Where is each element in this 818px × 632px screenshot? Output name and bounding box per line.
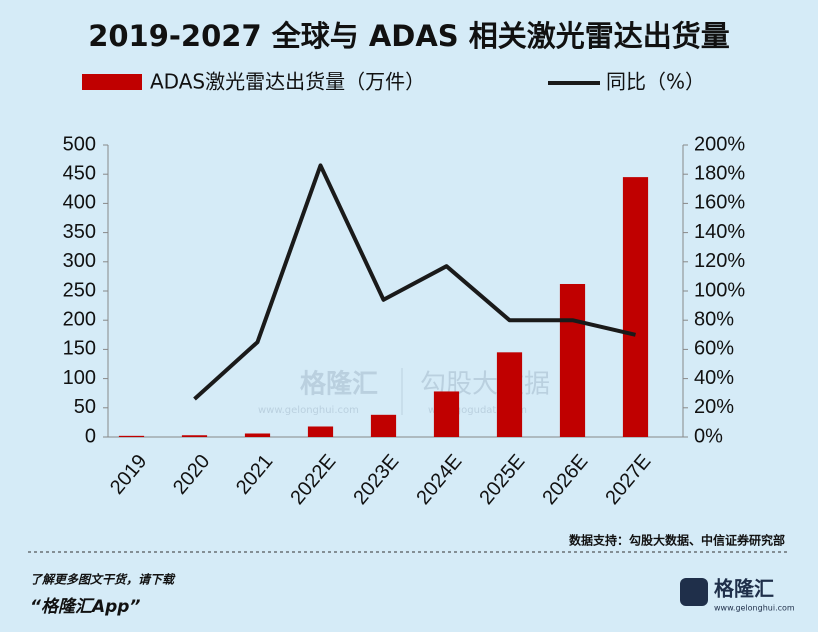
- bar: [559, 283, 586, 437]
- watermark: 格隆汇 www.gelonghui.com 勾股大数据 www.gogudata…: [258, 368, 550, 416]
- y2-tick-label: 200%: [694, 133, 745, 155]
- watermark-text: www.gogudata.com: [428, 405, 527, 416]
- line: [193, 163, 636, 401]
- legend-label: 同比（%）: [606, 70, 705, 94]
- y-tick-label: 100: [63, 367, 96, 389]
- chart-title: 2019-2027 全球与 ADAS 相关激光雷达出货量: [88, 19, 730, 53]
- bar: [181, 435, 208, 437]
- y2-tick-label: 0%: [694, 425, 723, 447]
- y2-tick-label: 120%: [694, 250, 745, 272]
- legend-swatch: [82, 74, 142, 90]
- bar: [307, 426, 334, 437]
- footer-app: “格隆汇App”: [30, 597, 140, 617]
- y-tick-label: 50: [74, 396, 96, 418]
- footer-text: 了解更多图文干货，请下载: [30, 573, 176, 587]
- watermark-text: www.gelonghui.com: [258, 405, 359, 416]
- y-tick-label: 350: [63, 221, 96, 243]
- y-tick-label: 250: [63, 279, 96, 301]
- y2-tick-label: 140%: [694, 221, 745, 243]
- bar: [622, 177, 649, 437]
- logo-text: 格隆汇: [714, 577, 774, 601]
- bar: [433, 391, 460, 437]
- bar: [244, 433, 271, 437]
- logo-icon: [680, 578, 708, 606]
- y2-tick-label: 40%: [694, 367, 734, 389]
- y-tick-label: 0: [85, 425, 96, 447]
- y2-tick-label: 80%: [694, 308, 734, 330]
- bar: [496, 352, 523, 437]
- source: 数据支持：勾股大数据、中信证券研究部: [569, 533, 785, 548]
- y-tick-label: 400: [63, 192, 96, 214]
- watermark-text: 格隆汇: [300, 369, 378, 400]
- logo-url: www.gelonghui.com: [714, 604, 795, 613]
- y2-tick-label: 20%: [694, 396, 734, 418]
- y-tick-label: 500: [63, 133, 96, 155]
- bar: [370, 414, 397, 437]
- y2-tick-label: 60%: [694, 338, 734, 360]
- y2-tick-label: 160%: [694, 192, 745, 214]
- y-tick-label: 300: [63, 250, 96, 272]
- y-tick-label: 450: [63, 162, 96, 184]
- y-tick-label: 150: [63, 338, 96, 360]
- y2-tick-label: 180%: [694, 162, 745, 184]
- y2-tick-label: 100%: [694, 279, 745, 301]
- y-tick-label: 200: [63, 308, 96, 330]
- bar: [118, 435, 145, 437]
- legend-label: ADAS激光雷达出货量（万件）: [150, 70, 425, 94]
